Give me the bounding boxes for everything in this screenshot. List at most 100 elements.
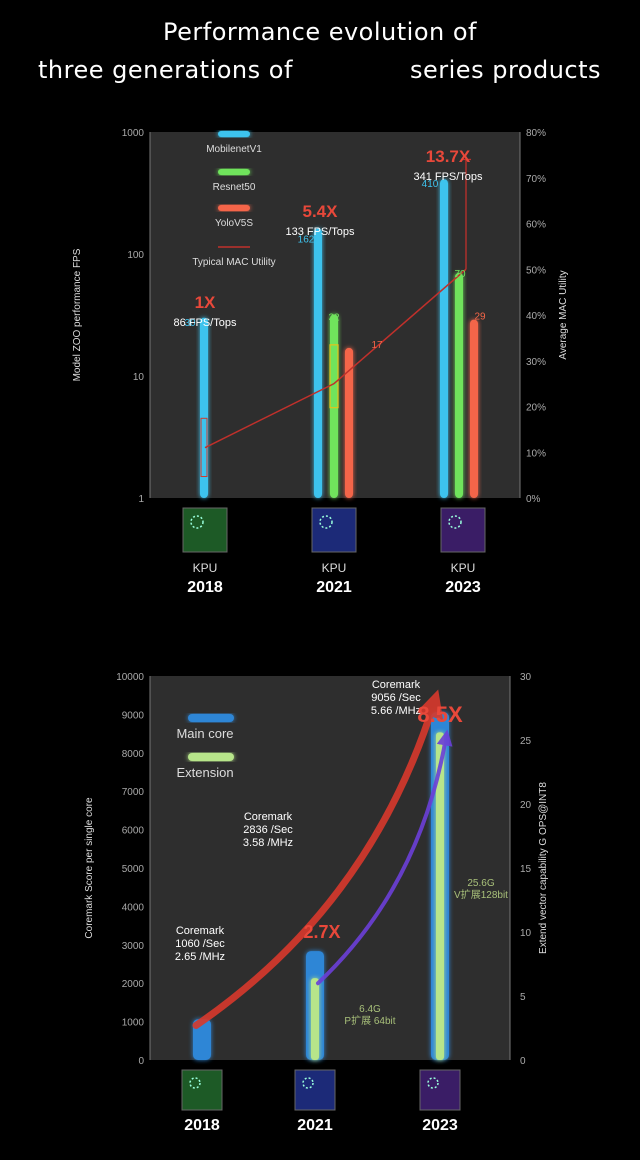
y-tick-label: 1000 [122, 128, 145, 139]
fps-per-tops-label: 86 FPS/Tops [174, 317, 237, 329]
y2-tick-label: 20% [526, 403, 546, 414]
y-tick-label: 9000 [122, 710, 145, 721]
chip-logo [448, 515, 462, 529]
y-tick-label: 0 [138, 1056, 144, 1067]
y-tick-label: 2000 [122, 979, 145, 990]
y-tick-label: 1000 [122, 1018, 145, 1029]
y2-tick-label: 70% [526, 174, 546, 185]
multiplier-label: 1X [195, 293, 216, 312]
y-tick-label: 7000 [122, 787, 145, 798]
coremark-label: 3.58 /MHz [243, 837, 293, 849]
chip-image [182, 507, 228, 553]
bar-highlight [329, 344, 339, 409]
value-label: 30 [184, 318, 196, 329]
y2-tick-label: 10 [520, 928, 532, 939]
growth-arrow-extension [316, 729, 453, 986]
chip-logo [319, 515, 333, 529]
y2-axis-title: Average MAC Utility [558, 270, 569, 359]
y-tick-label: 10000 [116, 672, 144, 683]
bar [314, 228, 322, 498]
extension-label: V扩展128bit [454, 888, 508, 901]
bar [455, 272, 463, 498]
value-label: 70 [454, 269, 466, 280]
legend-label: Resnet50 [213, 182, 256, 193]
y2-tick-label: 80% [526, 128, 546, 139]
year-label: 2023 [422, 1117, 458, 1134]
y-tick-label: 3000 [122, 941, 145, 952]
y2-tick-label: 25 [520, 736, 532, 747]
y2-axis-title: Extend vector capability G OPS@INT8 [538, 782, 549, 954]
chip-label: KPU [322, 561, 347, 575]
y-tick-label: 8000 [122, 749, 145, 760]
bar-extension [311, 978, 319, 1060]
bar [345, 347, 353, 498]
y2-tick-label: 20 [520, 800, 532, 811]
chip-label: KPU [451, 561, 476, 575]
y2-tick-label: 30 [520, 672, 532, 683]
value-label: 29 [474, 312, 486, 323]
year-label: 2021 [316, 579, 352, 596]
y2-tick-label: 10% [526, 448, 546, 459]
y-tick-label: 1 [138, 494, 144, 505]
legend-swatch [188, 714, 234, 722]
y-tick-label: 100 [127, 250, 144, 261]
extension-label: 25.6G [467, 878, 494, 889]
multiplier-label: 5.4X [303, 202, 339, 221]
coremark-label: 2836 /Sec [243, 824, 293, 836]
chip-image [181, 1069, 223, 1111]
value-label: 32 [328, 312, 340, 323]
year-label: 2021 [297, 1117, 333, 1134]
bar-extension [436, 732, 444, 1060]
coremark-label: 5.66 /MHz [371, 705, 421, 717]
chip-logo [189, 1077, 201, 1089]
y2-tick-label: 0 [520, 1056, 526, 1067]
bar [470, 319, 478, 498]
legend-swatch [218, 169, 250, 175]
legend-label: Typical MAC Utility [192, 257, 275, 268]
year-label: 2023 [445, 579, 481, 596]
legend-label: Main core [176, 726, 233, 741]
multiplier-label: 13.7X [426, 147, 471, 166]
y2-tick-label: 60% [526, 220, 546, 231]
legend-label: Extension [176, 765, 233, 780]
y-tick-label: 10 [133, 372, 145, 383]
y-tick-label: 5000 [122, 864, 145, 875]
legend-label: YoloV5S [215, 218, 253, 229]
chip-image [440, 507, 486, 553]
legend-label: MobilenetV1 [206, 144, 262, 155]
coremark-label: Coremark [244, 811, 293, 823]
title-line-2-right: series products [410, 56, 602, 84]
bar-main-core [193, 1019, 211, 1060]
extension-label: P扩展 64bit [344, 1014, 395, 1027]
y2-tick-label: 40% [526, 311, 546, 322]
value-label: 17 [371, 340, 383, 351]
bar [330, 314, 338, 498]
y-axis-title: Coremark Score per single core [84, 797, 95, 939]
y-tick-label: 4000 [122, 902, 145, 913]
y2-tick-label: 15 [520, 864, 532, 875]
value-label: 162 [298, 234, 315, 245]
coremark-label: 1060 /Sec [175, 938, 225, 950]
legend-swatch [218, 205, 250, 211]
chip-image [419, 1069, 461, 1111]
growth-arrow-main [192, 689, 444, 1029]
y-axis-title: Model ZOO performance FPS [72, 248, 83, 381]
bar [200, 317, 208, 498]
chip-logo [427, 1077, 439, 1089]
coremark-chart: 0100020003000400050006000700080009000100… [84, 672, 549, 1134]
y2-tick-label: 5 [520, 992, 526, 1003]
coremark-label: 9056 /Sec [371, 692, 421, 704]
y2-tick-label: 0% [526, 494, 541, 505]
coremark-label: Coremark [176, 925, 225, 937]
title-line-1: Performance evolution of [163, 18, 477, 46]
fps-chart: 1 10 100 1000 0% 10% 20% 30% 40% 50% 60% 70% 80% Mode… [72, 128, 569, 596]
chip-logo [302, 1077, 314, 1089]
chip-label: KPU [193, 561, 218, 575]
multiplier-label: 2.7X [303, 922, 340, 942]
year-label: 2018 [187, 579, 223, 596]
multiplier-label: 8.5X [417, 702, 463, 727]
fps-per-tops-label: 341 FPS/Tops [413, 171, 483, 183]
y-tick-label: 6000 [122, 826, 145, 837]
mac-utility-line [204, 268, 467, 449]
y2-tick-label: 30% [526, 357, 546, 368]
